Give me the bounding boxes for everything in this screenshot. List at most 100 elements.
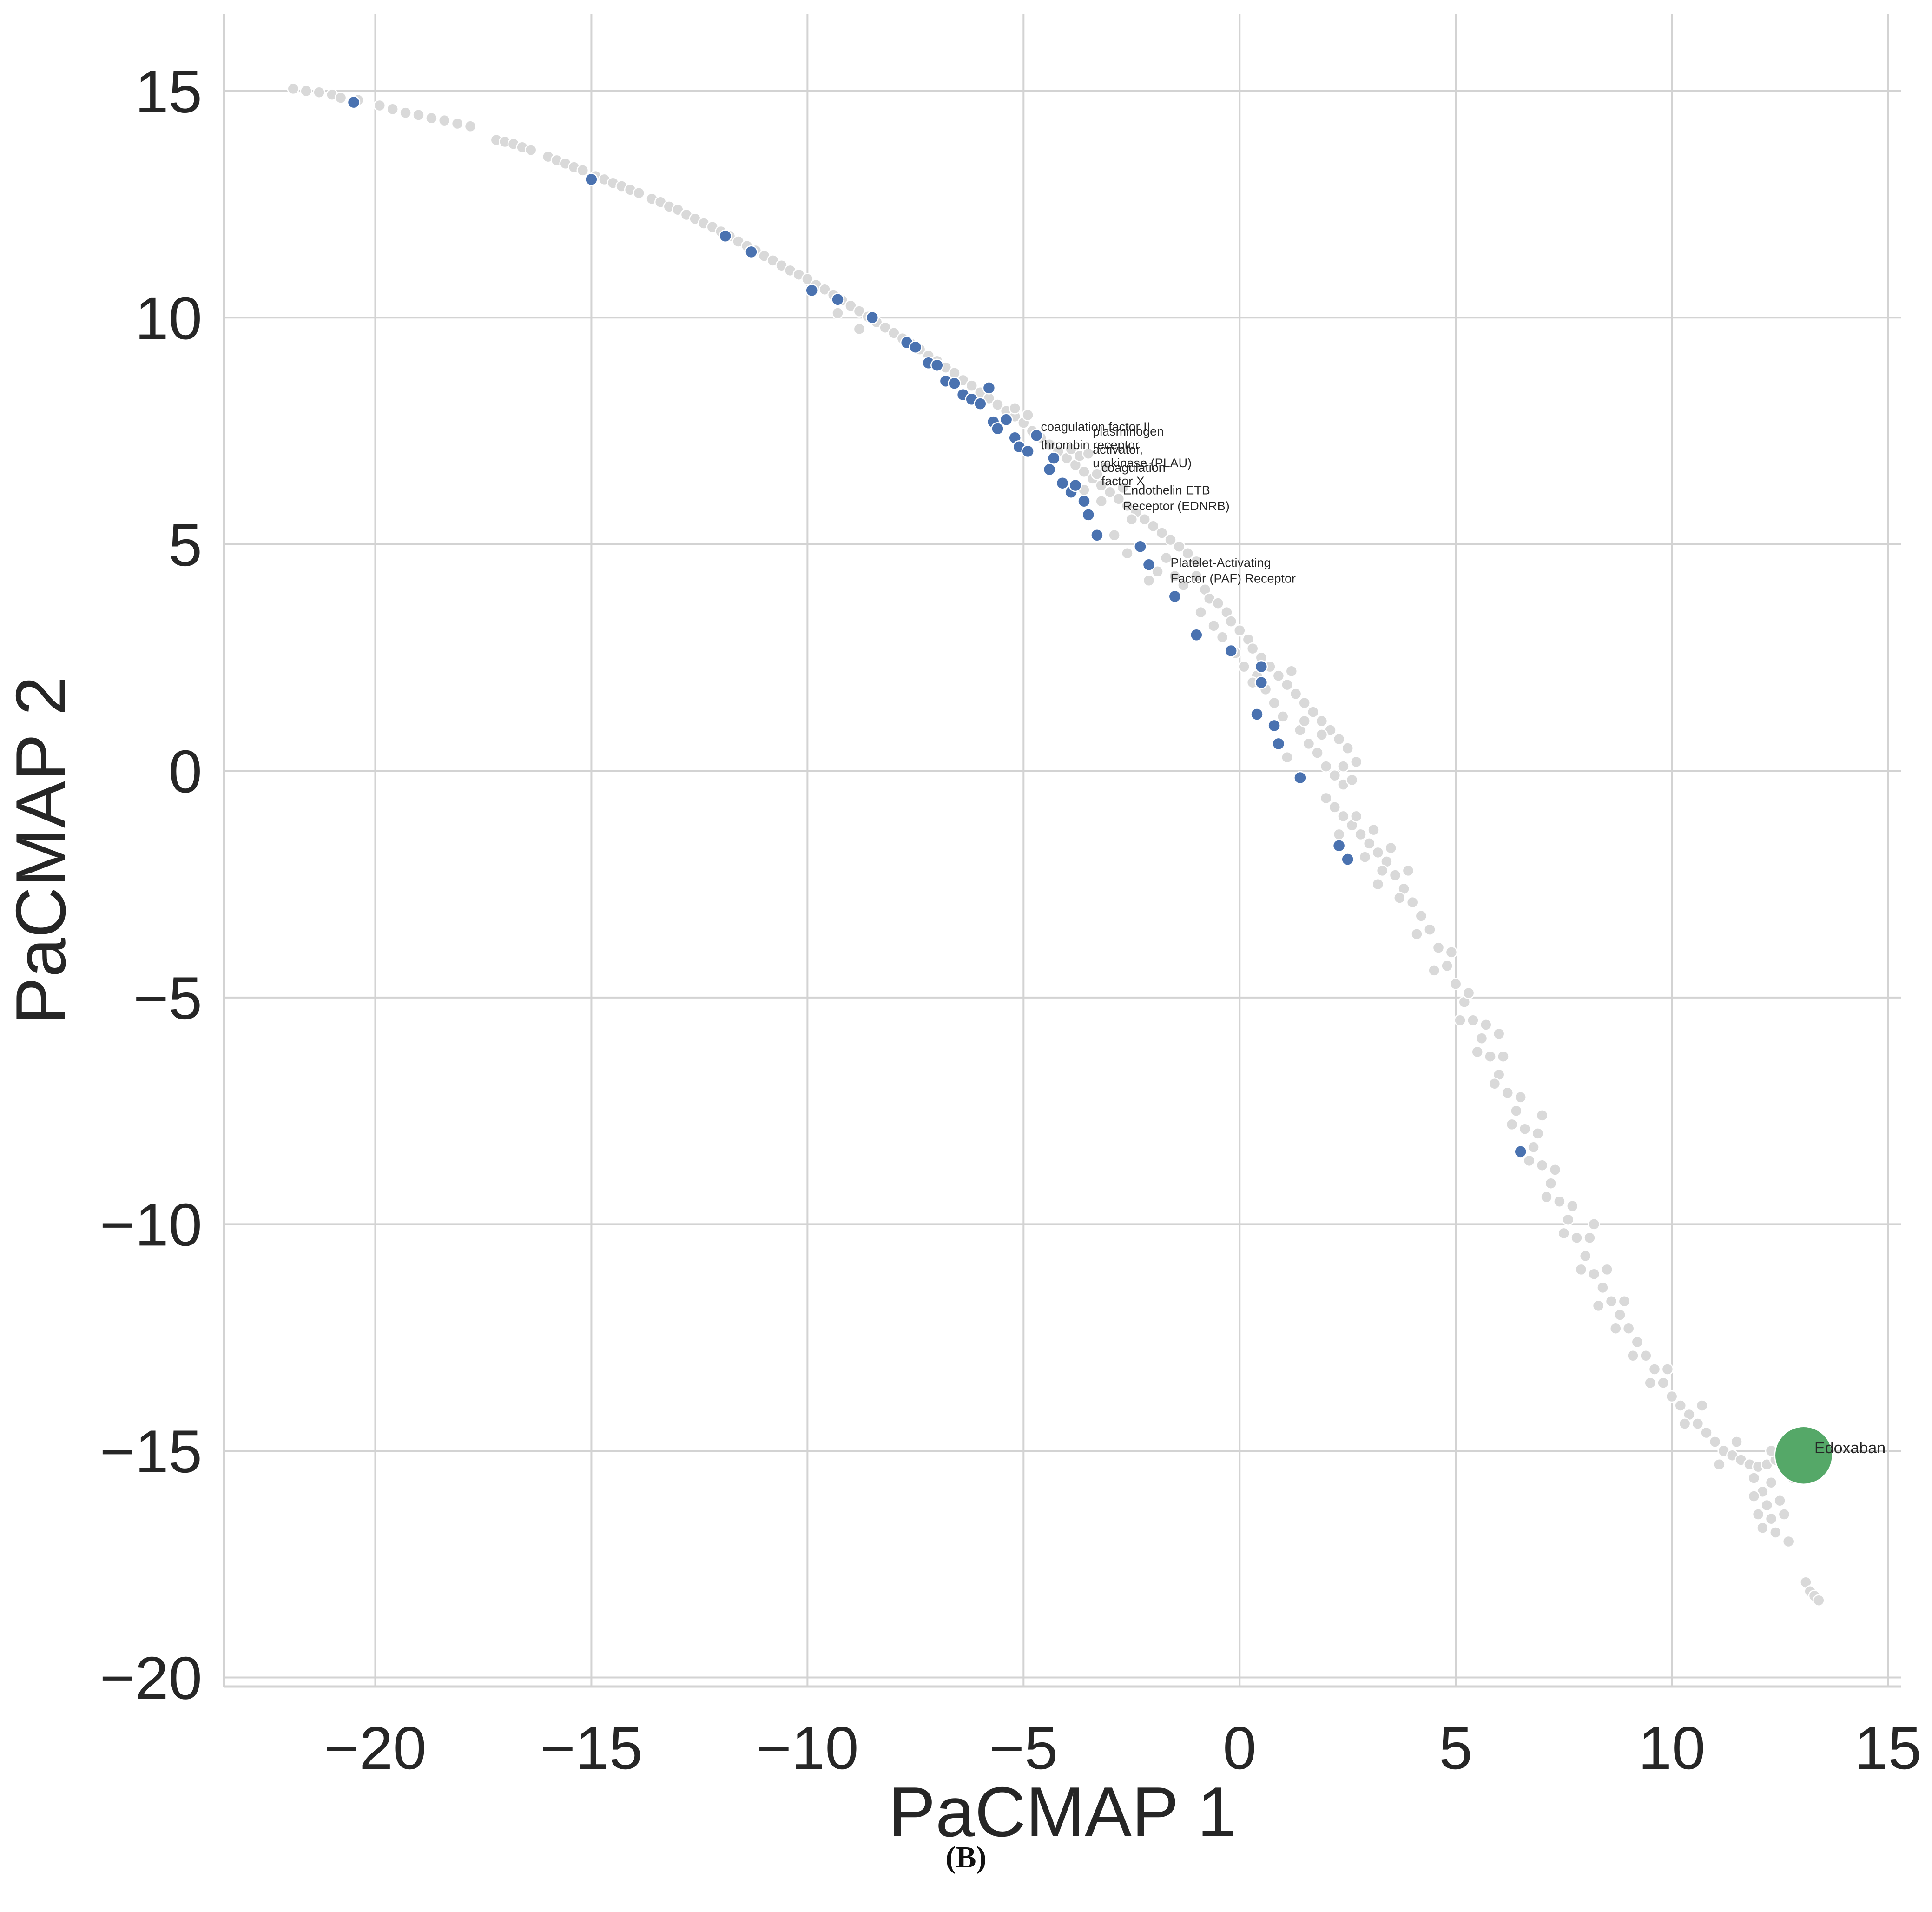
background-point	[1376, 864, 1389, 877]
background-point	[1009, 402, 1021, 415]
background-point	[1108, 529, 1121, 542]
background-point	[1497, 1050, 1510, 1063]
background-point	[438, 114, 451, 127]
background-point	[1225, 615, 1237, 628]
background-point	[1618, 1295, 1631, 1308]
background-point	[1428, 964, 1440, 977]
background-point	[1246, 642, 1259, 655]
background-point	[1523, 1154, 1536, 1167]
annotation-label: Endothelin ETB	[1123, 483, 1210, 497]
background-point	[1471, 1045, 1484, 1059]
background-point	[1480, 1019, 1492, 1031]
background-point	[1393, 892, 1406, 904]
background-point	[1385, 841, 1397, 854]
y-tick-label: 10	[135, 284, 202, 352]
background-point	[1462, 986, 1475, 999]
background-point	[1596, 1281, 1609, 1294]
background-point	[1151, 565, 1164, 578]
target-point	[999, 413, 1013, 426]
target-point	[1134, 540, 1147, 553]
background-point	[1505, 1118, 1518, 1131]
background-point	[1190, 569, 1203, 582]
background-point	[1091, 468, 1103, 480]
background-point	[1337, 810, 1350, 823]
background-point	[1592, 1299, 1605, 1312]
background-point	[844, 299, 857, 312]
background-point	[1281, 751, 1293, 764]
annotation-label: Factor (PAF) Receptor	[1170, 572, 1296, 586]
background-point	[1345, 774, 1358, 787]
target-point	[1068, 478, 1082, 492]
y-axis-label: PaCMAP 2	[1, 676, 80, 1024]
background-point	[1112, 493, 1125, 505]
background-point	[818, 283, 831, 296]
x-tick-label: −5	[989, 1714, 1058, 1782]
background-point	[1328, 769, 1341, 782]
background-point	[1769, 1526, 1782, 1539]
annotation-label: Receptor (EDNRB)	[1123, 499, 1230, 513]
background-point	[412, 109, 425, 121]
background-point	[1691, 1417, 1704, 1430]
target-point	[831, 293, 844, 306]
target-point	[347, 95, 361, 109]
background-point	[1078, 465, 1090, 478]
background-point	[1527, 1141, 1540, 1153]
background-point	[464, 120, 477, 133]
background-point	[1648, 1363, 1661, 1376]
background-point	[1583, 1231, 1596, 1244]
background-point	[1518, 1123, 1531, 1135]
background-point	[1695, 1399, 1708, 1412]
background-point	[1501, 1086, 1514, 1099]
target-point	[1514, 1145, 1527, 1158]
background-point	[1315, 728, 1328, 741]
background-point	[300, 85, 312, 98]
background-point	[1216, 631, 1229, 643]
background-point	[1774, 1494, 1786, 1507]
background-point	[879, 321, 891, 334]
background-point	[1609, 1322, 1622, 1335]
x-axis-label: PaCMAP 1	[888, 1773, 1236, 1852]
background-point	[1614, 1309, 1626, 1321]
background-point	[1588, 1268, 1601, 1280]
background-point	[399, 106, 412, 119]
background-point	[1173, 540, 1186, 553]
annotation-label: urokinase (PLAU)	[1093, 456, 1192, 470]
annotation-label: factor X	[1101, 474, 1145, 488]
background-point	[1389, 869, 1402, 881]
background-point	[1761, 1499, 1773, 1512]
background-point	[1575, 1263, 1588, 1276]
target-point	[1029, 429, 1043, 443]
background-point	[1467, 1014, 1479, 1026]
background-point	[1557, 1227, 1570, 1240]
target-point	[1168, 589, 1182, 603]
background-point	[991, 398, 1004, 411]
annotation-label: thrombin receptor	[1041, 438, 1140, 452]
background-point	[1350, 755, 1363, 768]
background-point	[1164, 533, 1177, 546]
background-point	[1095, 479, 1108, 492]
background-point	[1307, 706, 1319, 718]
background-point	[1328, 801, 1341, 814]
background-point	[1510, 1105, 1523, 1117]
y-tick-label: −10	[99, 1191, 202, 1258]
background-point	[1233, 624, 1246, 637]
background-point	[1272, 669, 1285, 682]
target-point	[1090, 529, 1104, 542]
target-point	[1250, 708, 1264, 721]
background-point	[373, 99, 386, 112]
target-point	[805, 284, 818, 298]
y-tick-label: 0	[169, 737, 202, 805]
background-point	[1082, 447, 1095, 460]
background-point	[1544, 1177, 1557, 1190]
background-point	[888, 327, 900, 339]
target-point	[1254, 675, 1268, 689]
background-point	[1765, 1476, 1778, 1489]
background-point	[1298, 715, 1311, 728]
target-point	[719, 229, 732, 243]
background-point	[1540, 1191, 1553, 1204]
background-point	[1181, 547, 1194, 560]
background-point	[1622, 1322, 1635, 1335]
background-point	[1601, 1263, 1613, 1276]
background-point	[1752, 1508, 1765, 1521]
